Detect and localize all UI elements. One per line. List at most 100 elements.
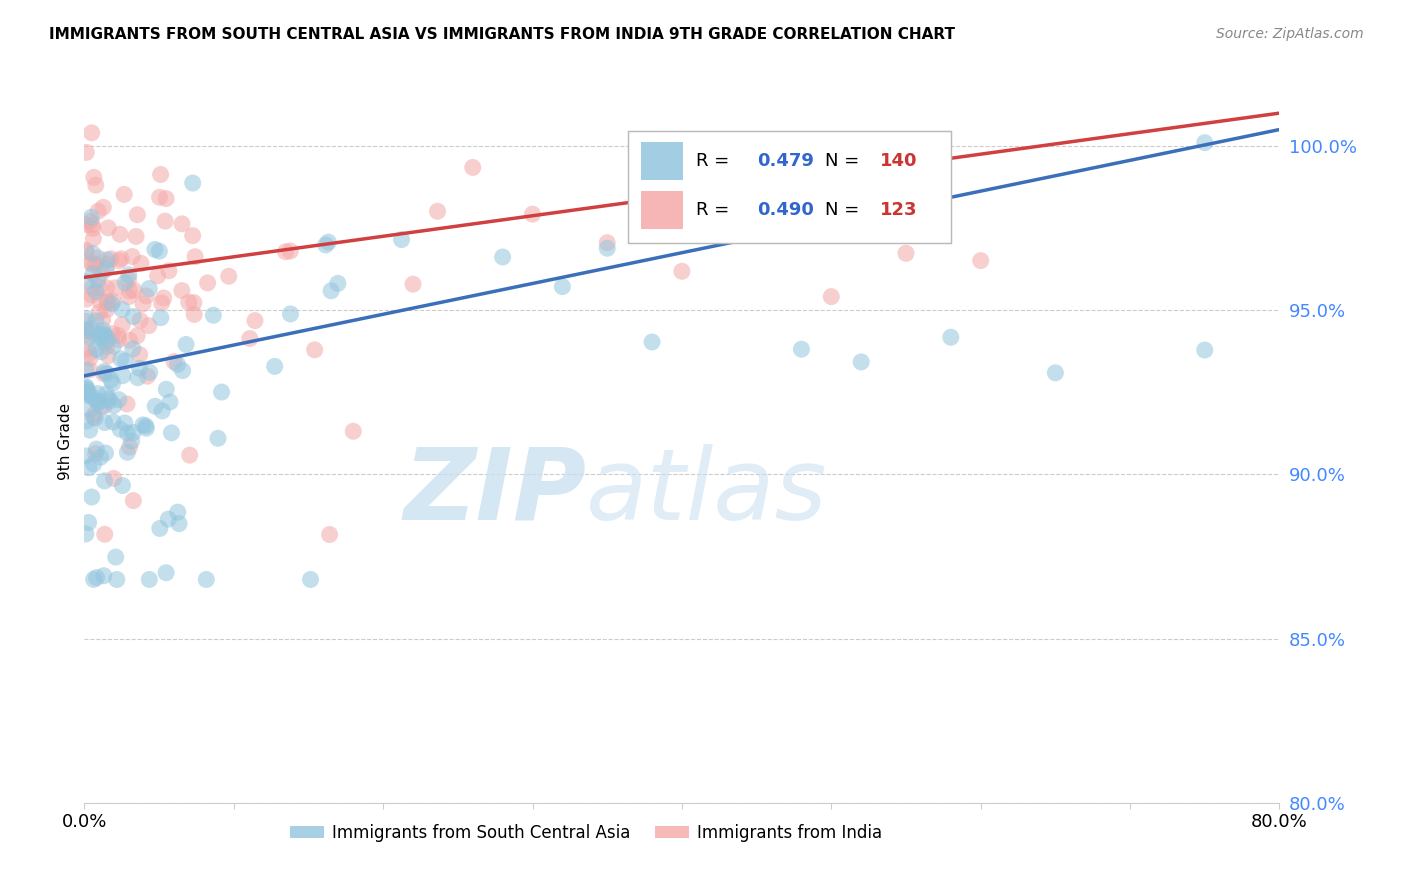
Point bbox=[218, 269, 240, 284]
Point bbox=[122, 283, 145, 297]
Point bbox=[76, 386, 98, 401]
Point bbox=[100, 373, 122, 387]
Point bbox=[128, 361, 150, 376]
Point bbox=[82, 257, 104, 271]
Point bbox=[80, 256, 103, 270]
Point bbox=[183, 308, 205, 322]
Point bbox=[93, 327, 115, 342]
Point bbox=[122, 425, 145, 440]
Point bbox=[75, 323, 97, 337]
Point bbox=[77, 516, 100, 530]
Point bbox=[103, 399, 125, 413]
Point bbox=[96, 281, 118, 295]
Point bbox=[101, 294, 124, 309]
Point bbox=[596, 235, 619, 250]
Point bbox=[122, 342, 145, 356]
Point bbox=[79, 423, 101, 437]
Point bbox=[239, 332, 262, 346]
Point bbox=[94, 446, 117, 460]
Point bbox=[90, 344, 112, 359]
Point bbox=[851, 355, 873, 369]
Point bbox=[122, 493, 145, 508]
Point bbox=[155, 192, 177, 206]
Point bbox=[181, 176, 204, 190]
Point bbox=[75, 414, 97, 428]
Point bbox=[202, 308, 225, 322]
Point bbox=[402, 277, 425, 292]
Point bbox=[745, 204, 768, 219]
Point bbox=[75, 145, 97, 160]
Point bbox=[117, 290, 139, 304]
Point bbox=[492, 250, 515, 264]
Point bbox=[76, 381, 98, 395]
Point bbox=[136, 369, 159, 384]
Point bbox=[89, 305, 111, 319]
Point bbox=[76, 324, 98, 338]
Point bbox=[170, 217, 193, 231]
Point bbox=[790, 342, 813, 356]
Point bbox=[149, 521, 172, 535]
Point bbox=[342, 424, 364, 438]
Point bbox=[129, 256, 152, 270]
Point bbox=[820, 290, 842, 304]
Point bbox=[91, 313, 114, 327]
Point bbox=[83, 408, 105, 422]
Point bbox=[84, 314, 107, 328]
Point bbox=[76, 292, 98, 306]
Point bbox=[138, 318, 160, 333]
Point bbox=[115, 397, 138, 411]
Point bbox=[75, 382, 97, 396]
Point bbox=[700, 211, 723, 226]
Point bbox=[82, 231, 104, 245]
Point bbox=[108, 227, 131, 242]
Point bbox=[87, 395, 110, 409]
Point bbox=[89, 280, 111, 294]
Point bbox=[135, 421, 157, 435]
Point bbox=[138, 573, 160, 587]
Point bbox=[79, 363, 101, 377]
Point bbox=[77, 384, 100, 399]
Point bbox=[75, 275, 97, 289]
Point bbox=[103, 339, 125, 353]
Point bbox=[96, 302, 118, 317]
Point bbox=[160, 425, 183, 440]
Point bbox=[87, 273, 110, 287]
Point bbox=[80, 490, 103, 504]
Point bbox=[118, 440, 141, 454]
Point bbox=[89, 394, 111, 409]
Point bbox=[157, 264, 180, 278]
Text: ZIP: ZIP bbox=[404, 443, 586, 541]
Point bbox=[195, 573, 218, 587]
Point bbox=[111, 318, 134, 332]
Point bbox=[143, 243, 166, 257]
Point bbox=[90, 266, 112, 280]
Point bbox=[118, 268, 141, 282]
Point bbox=[118, 333, 141, 347]
Point bbox=[211, 385, 233, 400]
Point bbox=[100, 252, 122, 266]
Point bbox=[128, 348, 150, 362]
Point bbox=[87, 330, 110, 344]
Point bbox=[184, 250, 207, 264]
Point bbox=[671, 264, 693, 278]
Point bbox=[82, 218, 104, 232]
Point bbox=[1194, 343, 1216, 357]
Point bbox=[96, 262, 118, 277]
Point bbox=[157, 512, 180, 526]
Point bbox=[149, 310, 172, 325]
Point bbox=[299, 573, 322, 587]
Point bbox=[93, 474, 115, 488]
Point bbox=[84, 342, 107, 356]
Point bbox=[86, 386, 108, 401]
Point bbox=[84, 257, 107, 271]
Point bbox=[970, 253, 993, 268]
Point bbox=[108, 392, 131, 407]
Point bbox=[83, 457, 105, 471]
Point bbox=[101, 297, 124, 311]
Point bbox=[172, 363, 194, 377]
Point bbox=[183, 295, 205, 310]
Point bbox=[91, 200, 114, 214]
Point bbox=[83, 170, 105, 185]
Point bbox=[75, 527, 97, 541]
Point bbox=[304, 343, 326, 357]
